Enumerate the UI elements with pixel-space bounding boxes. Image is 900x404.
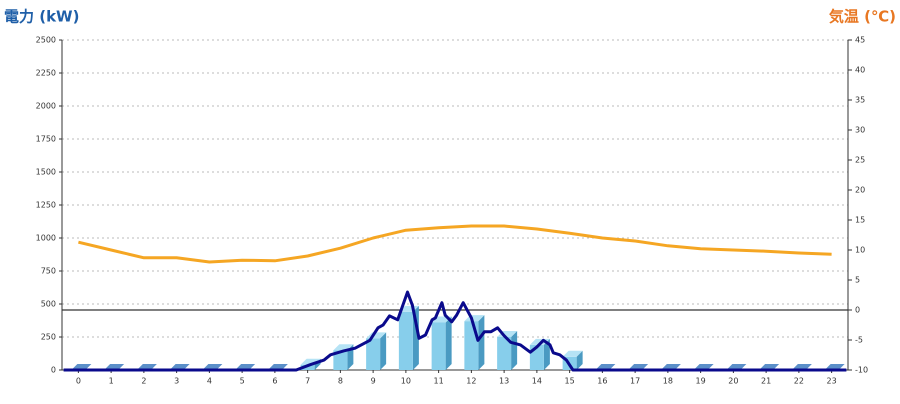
x-tick-label: 5: [240, 377, 245, 386]
y-tick-label: 1250: [36, 201, 56, 210]
bar: [431, 316, 452, 370]
x-tick-label: 22: [794, 377, 804, 386]
x-tick-label: 8: [338, 377, 343, 386]
x-tick-label: 2: [141, 377, 146, 386]
x-tick-label: 19: [696, 377, 706, 386]
bar-top: [562, 350, 583, 357]
x-tick-label: 4: [207, 377, 212, 386]
y2-tick-label: -5: [855, 336, 863, 345]
y-tick-label: 500: [41, 300, 56, 309]
y2-axis-title: 気温 (℃): [829, 8, 896, 26]
y-tick-label: 2250: [36, 69, 56, 78]
x-tick-label: 18: [663, 377, 673, 386]
y2-tick-label: 15: [855, 216, 865, 225]
bar-front: [398, 311, 413, 370]
y-tick-label: 1750: [36, 135, 56, 144]
x-tick-label: 16: [597, 377, 607, 386]
line: [78, 224, 832, 264]
bar-front: [497, 337, 512, 370]
y2-tick-label: -10: [855, 366, 868, 375]
bar-front: [366, 338, 381, 370]
y-tick-label: 0: [51, 366, 56, 375]
bar-side: [576, 350, 583, 370]
x-tick-label: 10: [401, 377, 411, 386]
y-axis-title: 電力 (kW): [4, 8, 79, 26]
bar-front: [431, 322, 446, 370]
bar-side: [380, 332, 387, 370]
x-tick-label: 15: [565, 377, 575, 386]
x-tick-label: 11: [434, 377, 444, 386]
y-tick-label: 1500: [36, 168, 56, 177]
y2-tick-label: 40: [855, 66, 865, 75]
bar: [366, 332, 387, 370]
y2-tick-label: 20: [855, 186, 865, 195]
x-tick-label: 17: [630, 377, 640, 386]
y-tick-label: 750: [41, 267, 56, 276]
line: [63, 290, 847, 372]
x-tick-label: 12: [466, 377, 476, 386]
x-tick-label: 14: [532, 377, 542, 386]
bar-front: [333, 350, 348, 370]
x-tick-label: 9: [371, 377, 376, 386]
x-tick-label: 20: [728, 377, 738, 386]
x-tick-label: 1: [109, 377, 114, 386]
bar: [398, 305, 419, 370]
y2-tick-label: 35: [855, 96, 865, 105]
y2-tick-label: 45: [855, 36, 865, 45]
bar-side: [511, 331, 518, 370]
y2-tick-label: 30: [855, 126, 865, 135]
bar-side: [543, 338, 550, 370]
x-tick-label: 7: [305, 377, 310, 386]
x-tick-label: 0: [76, 377, 81, 386]
x-tick-label: 6: [272, 377, 277, 386]
bar: [497, 331, 518, 370]
x-tick-label: 13: [499, 377, 509, 386]
y2-tick-label: 5: [855, 276, 860, 285]
bar-side: [478, 315, 485, 370]
x-tick-label: 3: [174, 377, 179, 386]
y2-tick-label: 25: [855, 156, 865, 165]
bar-front: [464, 321, 479, 370]
y2-tick-label: 10: [855, 246, 865, 255]
x-tick-label: 21: [761, 377, 771, 386]
y-tick-label: 1000: [36, 234, 56, 243]
y-tick-label: 2000: [36, 102, 56, 111]
bar-side: [445, 316, 452, 370]
y-tick-label: 2500: [36, 36, 56, 45]
x-tick-label: 23: [827, 377, 837, 386]
bar-front: [300, 364, 315, 370]
y-tick-label: 250: [41, 333, 56, 342]
y2-tick-label: 0: [855, 306, 860, 315]
